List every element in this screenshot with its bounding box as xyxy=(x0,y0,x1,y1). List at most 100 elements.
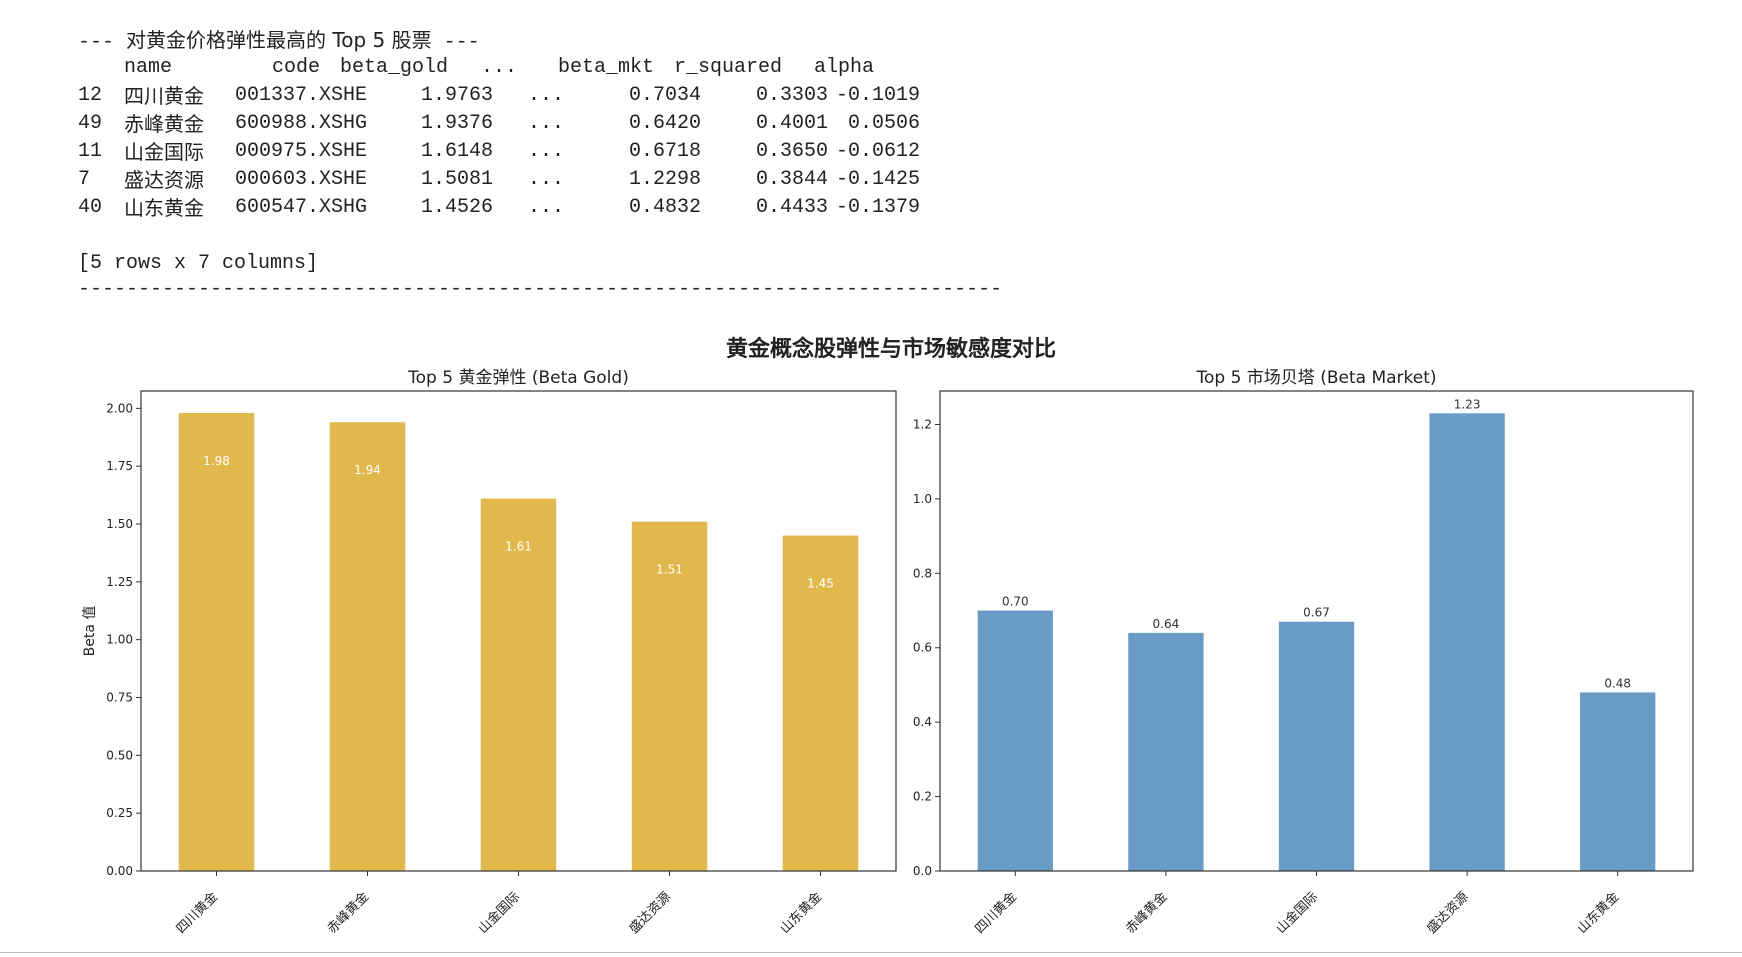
axes-frame xyxy=(939,390,1694,872)
cell-beta-mkt: 0.7034 xyxy=(628,84,701,107)
cell-r-squared: 0.3650 xyxy=(755,140,828,163)
y-tick-label: 0.8 xyxy=(913,566,932,580)
cell-beta-gold: 1.9763 xyxy=(420,84,493,107)
col-ellipsis: ... xyxy=(481,56,518,79)
heading-suffix: --- xyxy=(443,31,480,54)
y-tick-label: 0.00 xyxy=(106,864,133,878)
cell-name: 山金国际 xyxy=(124,140,204,164)
col-alpha: alpha xyxy=(813,56,874,79)
cell-beta-mkt: 0.6718 xyxy=(628,140,701,163)
cell-code: 000603.XSHE xyxy=(234,168,367,191)
bar xyxy=(631,521,708,871)
bar-data-label: 1.98 xyxy=(203,454,230,468)
bar xyxy=(782,535,859,871)
cell-dots: ... xyxy=(528,84,565,107)
y-tick-label: 1.50 xyxy=(106,517,133,531)
bar xyxy=(1278,621,1355,871)
cell-dots: ... xyxy=(528,140,565,163)
cell-divider xyxy=(0,952,1742,953)
cell-code: 000975.XSHE xyxy=(234,140,367,163)
shape-note: [5 rows x 7 columns] xyxy=(78,252,319,275)
x-tick-label: 山东黄金 xyxy=(777,889,825,937)
output-heading: --- 对黄金价格弹性最高的 Top 5 股票 --- xyxy=(78,26,480,57)
y-tick-label: 2.00 xyxy=(106,401,133,415)
cell-name: 四川黄金 xyxy=(124,84,204,108)
chart-title: Top 5 黄金弹性 (Beta Gold) xyxy=(407,368,629,388)
col-r-squared: r_squared xyxy=(673,56,782,79)
chart-beta-market: Top 5 市场贝塔 (Beta Market) 0.70 四川黄金 0.64 赤峰黄金… xyxy=(913,368,1694,937)
x-tick-label: 山东黄金 xyxy=(1574,889,1622,937)
cell-r-squared: 0.3303 xyxy=(755,84,828,107)
y-axis-label: Beta 值 xyxy=(82,606,98,657)
bar-data-label: 1.51 xyxy=(656,563,683,577)
y-tick-label: 0.2 xyxy=(913,790,932,804)
cell-index: 11 xyxy=(78,140,103,163)
cell-alpha: 0.0506 xyxy=(847,112,920,135)
x-tick-label: 山金国际 xyxy=(475,889,523,937)
y-tick-label: 0.75 xyxy=(106,691,133,705)
x-tick-label: 山金国际 xyxy=(1273,889,1321,937)
cell-dots: ... xyxy=(528,112,565,135)
cell-dots: ... xyxy=(528,168,565,191)
cell-beta-gold: 1.6148 xyxy=(420,140,493,163)
cell-dots: ... xyxy=(528,196,565,219)
cell-name: 赤峰黄金 xyxy=(124,112,204,136)
cell-beta-mkt: 0.4832 xyxy=(628,196,701,219)
bar xyxy=(329,422,406,871)
axes-frame xyxy=(140,390,897,872)
cell-code: 600547.XSHG xyxy=(234,196,367,219)
col-name: name xyxy=(124,56,173,79)
bar-data-label: 0.70 xyxy=(1002,595,1029,609)
col-beta-mkt: beta_mkt xyxy=(557,56,654,79)
cell-name: 盛达资源 xyxy=(124,168,204,192)
col-code: code xyxy=(271,56,320,79)
cell-alpha: -0.1019 xyxy=(835,84,920,107)
chart-beta-gold: Top 5 黄金弹性 (Beta Gold) 1.98 四川黄金 1.94 赤峰黄金 1.… xyxy=(82,368,897,937)
y-tick-label: 1.25 xyxy=(106,575,133,589)
y-tick-label: 1.0 xyxy=(913,492,932,506)
x-tick-label: 四川黄金 xyxy=(173,889,221,937)
x-tick-label: 赤峰黄金 xyxy=(324,889,372,937)
cell-name: 山东黄金 xyxy=(124,196,204,220)
bar xyxy=(1580,692,1656,871)
y-tick-label: 1.00 xyxy=(106,633,133,647)
figure-suptitle: 黄金概念股弹性与市场敏感度对比 xyxy=(726,336,1056,362)
x-tick-label: 盛达资源 xyxy=(627,889,674,936)
cell-beta-gold: 1.5081 xyxy=(420,168,493,191)
cell-beta-mkt: 1.2298 xyxy=(628,168,701,191)
cell-beta-gold: 1.9376 xyxy=(420,112,493,135)
separator-line: ----------------------------------------… xyxy=(78,278,1002,301)
cell-alpha: -0.1379 xyxy=(835,196,920,219)
bar-data-label: 1.23 xyxy=(1454,397,1481,411)
bar xyxy=(1429,413,1505,871)
y-tick-label: 1.75 xyxy=(106,459,133,473)
y-tick-label: 0.6 xyxy=(913,641,932,655)
heading-prefix: --- xyxy=(78,31,115,54)
cell-code: 001337.XSHE xyxy=(234,84,367,107)
col-beta-gold: beta_gold xyxy=(339,56,448,79)
cell-alpha: -0.1425 xyxy=(835,168,920,191)
cell-code: 600988.XSHG xyxy=(234,112,367,135)
bar xyxy=(480,498,557,871)
chart-title: Top 5 市场贝塔 (Beta Market) xyxy=(1195,368,1436,388)
cell-index: 12 xyxy=(78,84,103,107)
cell-index: 7 xyxy=(78,168,91,191)
x-tick-label: 盛达资源 xyxy=(1424,889,1471,936)
cell-index: 49 xyxy=(78,112,103,135)
bar-data-label: 0.67 xyxy=(1303,606,1330,620)
cell-beta-gold: 1.4526 xyxy=(420,196,493,219)
x-tick-label: 四川黄金 xyxy=(972,889,1020,937)
bar xyxy=(1128,632,1204,871)
y-tick-label: 0.0 xyxy=(913,864,932,878)
cell-alpha: -0.0612 xyxy=(835,140,920,163)
heading-text: 对黄金价格弹性最高的 Top 5 股票 xyxy=(126,28,432,52)
y-tick-label: 0.25 xyxy=(106,806,133,820)
cell-r-squared: 0.4433 xyxy=(755,196,828,219)
y-tick-label: 0.50 xyxy=(106,748,133,762)
bar-data-label: 1.94 xyxy=(354,463,381,477)
bar-data-label: 0.64 xyxy=(1153,617,1180,631)
bar-data-label: 0.48 xyxy=(1604,676,1631,690)
bar xyxy=(178,412,255,871)
y-tick-label: 1.2 xyxy=(913,417,932,431)
